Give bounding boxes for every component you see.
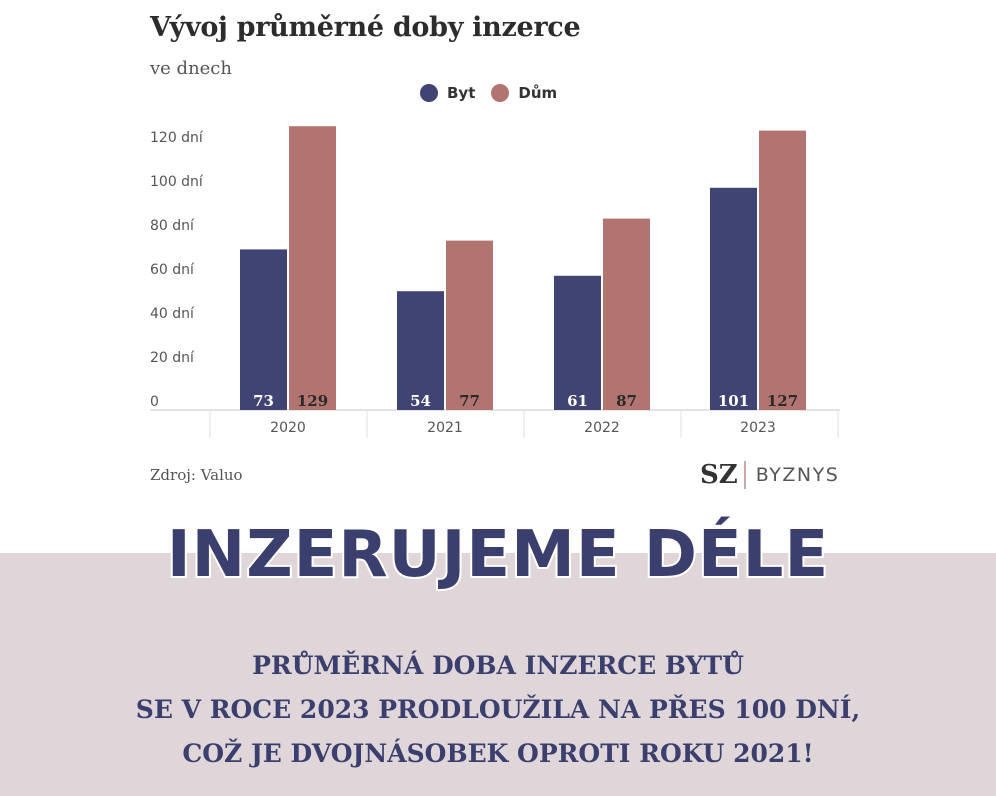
legend-dot-dum	[491, 84, 510, 102]
legend-dot-byt	[420, 84, 438, 102]
bar-dum-2020	[289, 126, 336, 410]
data-label-byt-2022: 61	[567, 392, 588, 410]
y-tick-label-2: 40 dní	[150, 306, 195, 322]
bar-dum-2021	[446, 240, 493, 410]
body-line-1: PRŮMĚRNÁ DOBA INZERCE BYTŮ	[252, 651, 744, 680]
data-label-dum-2020: 129	[297, 392, 328, 410]
bar-byt-2020	[240, 249, 287, 410]
x-tick-label-2021: 2021	[427, 420, 463, 436]
data-label-dum-2023: 127	[767, 392, 798, 410]
bar-byt-2023	[710, 187, 757, 410]
x-tick-label-2022: 2022	[584, 420, 620, 436]
bar-byt-2022	[554, 275, 601, 410]
body-line-2: SE V ROCE 2023 PRODLOUŽILA NA PŘES 100 D…	[135, 695, 861, 724]
brand-separator	[743, 461, 746, 489]
body-line-3: COŽ JE DVOJNÁSOBEK OPROTI ROKU 2021!	[182, 739, 814, 768]
brand-byznys: BYZNYS	[755, 464, 840, 486]
bar-byt-2021	[397, 291, 444, 410]
legend-item-dum: Dům	[491, 84, 557, 102]
data-label-byt-2023: 101	[718, 392, 749, 410]
chart-title: Vývoj průměrné doby inzerce	[150, 12, 581, 43]
y-tick-label-1: 20 dní	[150, 350, 195, 366]
y-tick-label-4: 80 dní	[150, 218, 195, 234]
y-tick-label-6: 120 dní	[150, 130, 204, 146]
bar-chart: 0 20 dní 40 dní 60 dní 80 dní 100 dní 120 dní 7…	[150, 126, 840, 438]
x-tick-label-2023: 2023	[740, 420, 776, 436]
legend-item-byt: Byt	[420, 84, 475, 102]
x-tick-label-2020: 2020	[270, 420, 306, 436]
bar-dum-2023	[759, 130, 806, 410]
legend-label-byt: Byt	[447, 84, 476, 102]
data-label-dum-2021: 77	[459, 392, 480, 410]
chart-card: Vývoj průměrné doby inzerce ve dnech Byt…	[150, 12, 840, 492]
data-label-byt-2021: 54	[410, 392, 431, 410]
legend-label-dum: Dům	[518, 84, 558, 102]
brand-sz: SZ	[700, 460, 738, 490]
bar-dum-2022	[603, 218, 650, 410]
y-tick-label-3: 60 dní	[150, 262, 195, 278]
body-text: PRŮMĚRNÁ DOBA INZERCE BYTŮ SE V ROCE 202…	[0, 644, 996, 776]
sz-byznys-logo: SZ BYZNYS	[700, 458, 839, 492]
data-label-byt-2020: 73	[253, 392, 274, 410]
source-note: Zdroj: Valuo	[150, 466, 243, 484]
headline: INZERUJEME DÉLE	[165, 516, 830, 594]
data-label-dum-2022: 87	[616, 392, 637, 410]
y-tick-label-0: 0	[150, 394, 159, 410]
chart-legend: Byt Dům	[420, 82, 557, 104]
chart-subtitle: ve dnech	[150, 58, 232, 79]
info-band	[0, 553, 996, 796]
y-tick-label-5: 100 dní	[150, 174, 204, 190]
